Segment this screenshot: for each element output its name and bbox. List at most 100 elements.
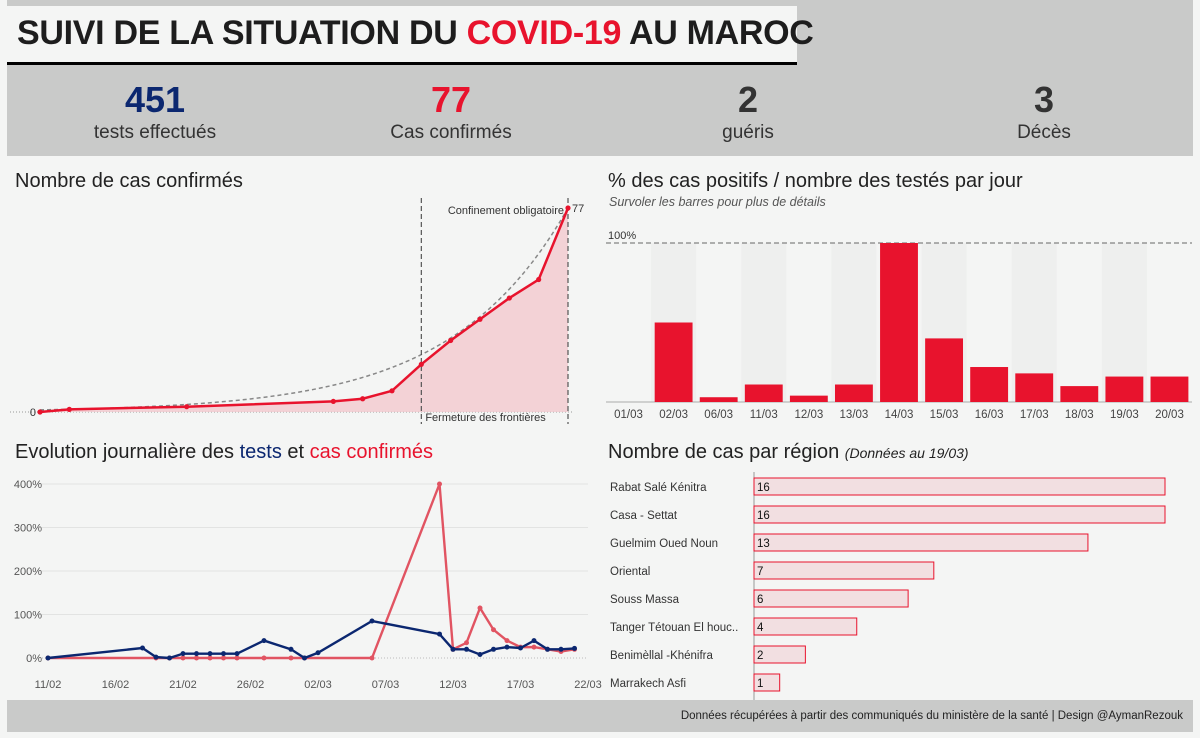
daily-x-tick: 16/02 <box>102 679 130 691</box>
positivity-band <box>1101 243 1147 402</box>
region-bar <box>753 617 858 636</box>
positivity-bar <box>789 395 828 402</box>
region-value: 2 <box>757 650 763 662</box>
cumulative-point <box>389 388 395 394</box>
daily-point-cases <box>288 655 294 661</box>
daily-x-tick: 26/02 <box>237 679 265 691</box>
region-label: Tanger Tétouan El houc.. <box>610 622 738 634</box>
daily-line-tests <box>47 619 575 660</box>
region-title-suffix: (Données au 19/03) <box>844 445 969 461</box>
daily-point-tests <box>545 646 550 652</box>
region-label: Souss Massa <box>610 594 680 606</box>
positivity-reference-label: 100% <box>608 230 636 242</box>
cumulative-point <box>536 276 542 283</box>
positivity-x-tick: 15/03 <box>930 409 959 421</box>
cumulative-area <box>40 208 568 412</box>
daily-title-prefix: Evolution journalière des <box>15 441 235 463</box>
daily-point-cases <box>261 655 267 661</box>
positivity-x-tick: 13/03 <box>840 409 869 421</box>
region-label: Casa - Settat <box>610 510 678 522</box>
positivity-band <box>741 243 787 402</box>
daily-title-tests: tests <box>239 441 282 463</box>
region-label: Rabat Salé Kénitra <box>610 482 707 494</box>
positivity-x-tick: 20/03 <box>1155 409 1184 421</box>
daily-point-tests <box>261 638 267 644</box>
daily-point-cases <box>221 655 226 661</box>
cumulative-title: Nombre de cas confirmés <box>15 170 243 192</box>
region-value: 7 <box>757 566 763 578</box>
region-bar <box>753 533 1089 552</box>
cumulative-start-label: 0 <box>30 407 36 419</box>
daily-point-tests <box>302 655 307 661</box>
daily-y-tick: 100% <box>14 610 42 622</box>
cumulative-point <box>506 295 512 301</box>
daily-point-cases <box>437 481 442 487</box>
positivity-x-tick: 16/03 <box>975 409 1004 421</box>
daily-y-tick: 400% <box>14 479 42 491</box>
positivity-subtitle: Survoler les barres pour plus de détails <box>609 195 826 209</box>
daily-x-tick: 17/03 <box>507 679 535 691</box>
positivity-bar <box>880 243 918 402</box>
positivity-chart: 100% 01/03 02/03 06/03 11/03 12/03 13/03 14/03 1… <box>606 230 1192 421</box>
footer-source-text: Données récupérées à partir des communiq… <box>680 710 1183 722</box>
daily-x-tick: 22/03 <box>574 679 602 691</box>
daily-x-tick: 07/03 <box>372 679 400 691</box>
daily-point-cases <box>234 655 240 661</box>
daily-point-cases <box>464 640 469 646</box>
daily-y-tick: 0% <box>26 653 42 665</box>
positivity-bar <box>970 367 1009 402</box>
daily-point-tests <box>207 651 213 657</box>
region-bar <box>753 645 806 664</box>
positivity-title: % des cas positifs / nombre des testés p… <box>608 170 1023 192</box>
daily-point-tests <box>194 651 199 657</box>
kpi-recovered: 2 guéris <box>600 80 896 144</box>
positivity-x-tick: 06/03 <box>704 409 733 421</box>
kpi-recovered-label: guéris <box>722 122 774 143</box>
region-value: 13 <box>757 538 770 550</box>
daily-title-and: et <box>287 441 305 463</box>
daily-point-tests <box>491 646 496 652</box>
region-value: 6 <box>757 594 763 606</box>
title-part2: AU MAROC <box>628 14 814 52</box>
daily-point-tests <box>234 651 240 657</box>
daily-point-tests <box>369 618 375 624</box>
cumulative-point <box>565 205 571 211</box>
kpi-tests-label: tests effectués <box>93 122 217 143</box>
kpi-deaths: 3 Décès <box>896 80 1192 144</box>
positivity-band <box>831 243 877 402</box>
positivity-bar <box>699 397 738 402</box>
region-bar <box>753 589 909 608</box>
kpi-deaths-label: Décès <box>1017 122 1071 143</box>
region-title: Nombre de cas par région (Données au 19/… <box>608 441 969 464</box>
daily-title: Evolution journalière des tests et cas c… <box>15 441 433 464</box>
kpi-confirmed-label: Cas confirmés <box>390 122 512 143</box>
positivity-x-tick: 18/03 <box>1065 409 1094 421</box>
positivity-x-tick: 01/03 <box>614 409 643 421</box>
positivity-x-tick: 11/03 <box>750 409 778 421</box>
cumulative-line <box>39 207 570 414</box>
title-accent: COVID-19 <box>466 14 622 52</box>
kpi-recovered-value: 2 <box>737 79 759 120</box>
region-value: 16 <box>757 510 770 522</box>
cumulative-chart: Fermeture des frontières Confinement obli… <box>10 198 584 424</box>
daily-chart: 0% 100% 200% 300% 400% 11/02 16/02 21/02 26/02 02… <box>14 479 602 691</box>
positivity-bar <box>1015 373 1054 402</box>
kpi-confirmed: 77 Cas confirmés <box>303 80 599 144</box>
positivity-x-tick: 14/03 <box>885 409 914 421</box>
region-label: Benimèllal -Khénifra <box>610 650 714 662</box>
daily-point-tests <box>504 644 510 650</box>
daily-point-cases <box>369 655 375 661</box>
region-label: Oriental <box>610 566 650 578</box>
daily-point-cases <box>504 638 510 644</box>
region-label: Marrakech Asfi <box>610 678 686 690</box>
cumulative-point <box>448 337 454 344</box>
region-label: Guelmim Oued Noun <box>610 538 718 550</box>
positivity-bar <box>1060 386 1099 402</box>
cumulative-point <box>37 409 43 415</box>
daily-point-tests <box>180 651 186 657</box>
daily-point-tests <box>558 646 564 652</box>
daily-x-tick: 11/02 <box>35 679 62 691</box>
daily-point-tests <box>167 655 172 661</box>
region-bar <box>753 673 781 692</box>
kpi-tests-value: 451 <box>124 79 186 120</box>
